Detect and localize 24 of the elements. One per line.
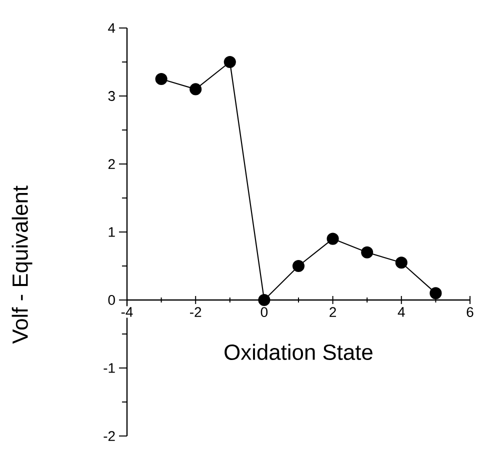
y-tick-label: 1 <box>108 227 115 237</box>
y-tick-label: 2 <box>108 159 115 169</box>
x-tick-label: 6 <box>466 307 474 318</box>
x-tick-label: 0 <box>260 307 268 318</box>
x-tick-label: 2 <box>330 307 336 317</box>
point <box>292 260 305 272</box>
point <box>326 232 339 245</box>
point <box>395 256 408 269</box>
x-axis-title: Oxidation State <box>224 344 372 360</box>
y-tick-label: 4 <box>108 23 116 33</box>
y-tick-label: -1 <box>104 363 115 373</box>
x-tick-label: 4 <box>398 307 405 317</box>
y-axis-title: Volf - Equivalent <box>12 186 32 344</box>
x-tick-label: -2 <box>190 307 202 317</box>
point <box>430 287 442 300</box>
point <box>190 83 202 96</box>
point <box>224 56 236 68</box>
point <box>361 246 374 258</box>
y-tick-label: 0 <box>108 295 115 305</box>
y-tick-label: 3 <box>108 91 115 101</box>
point <box>155 72 168 86</box>
x-tick-label: -4 <box>121 307 133 317</box>
y-tick-label: -2 <box>104 431 115 441</box>
point <box>258 294 270 306</box>
